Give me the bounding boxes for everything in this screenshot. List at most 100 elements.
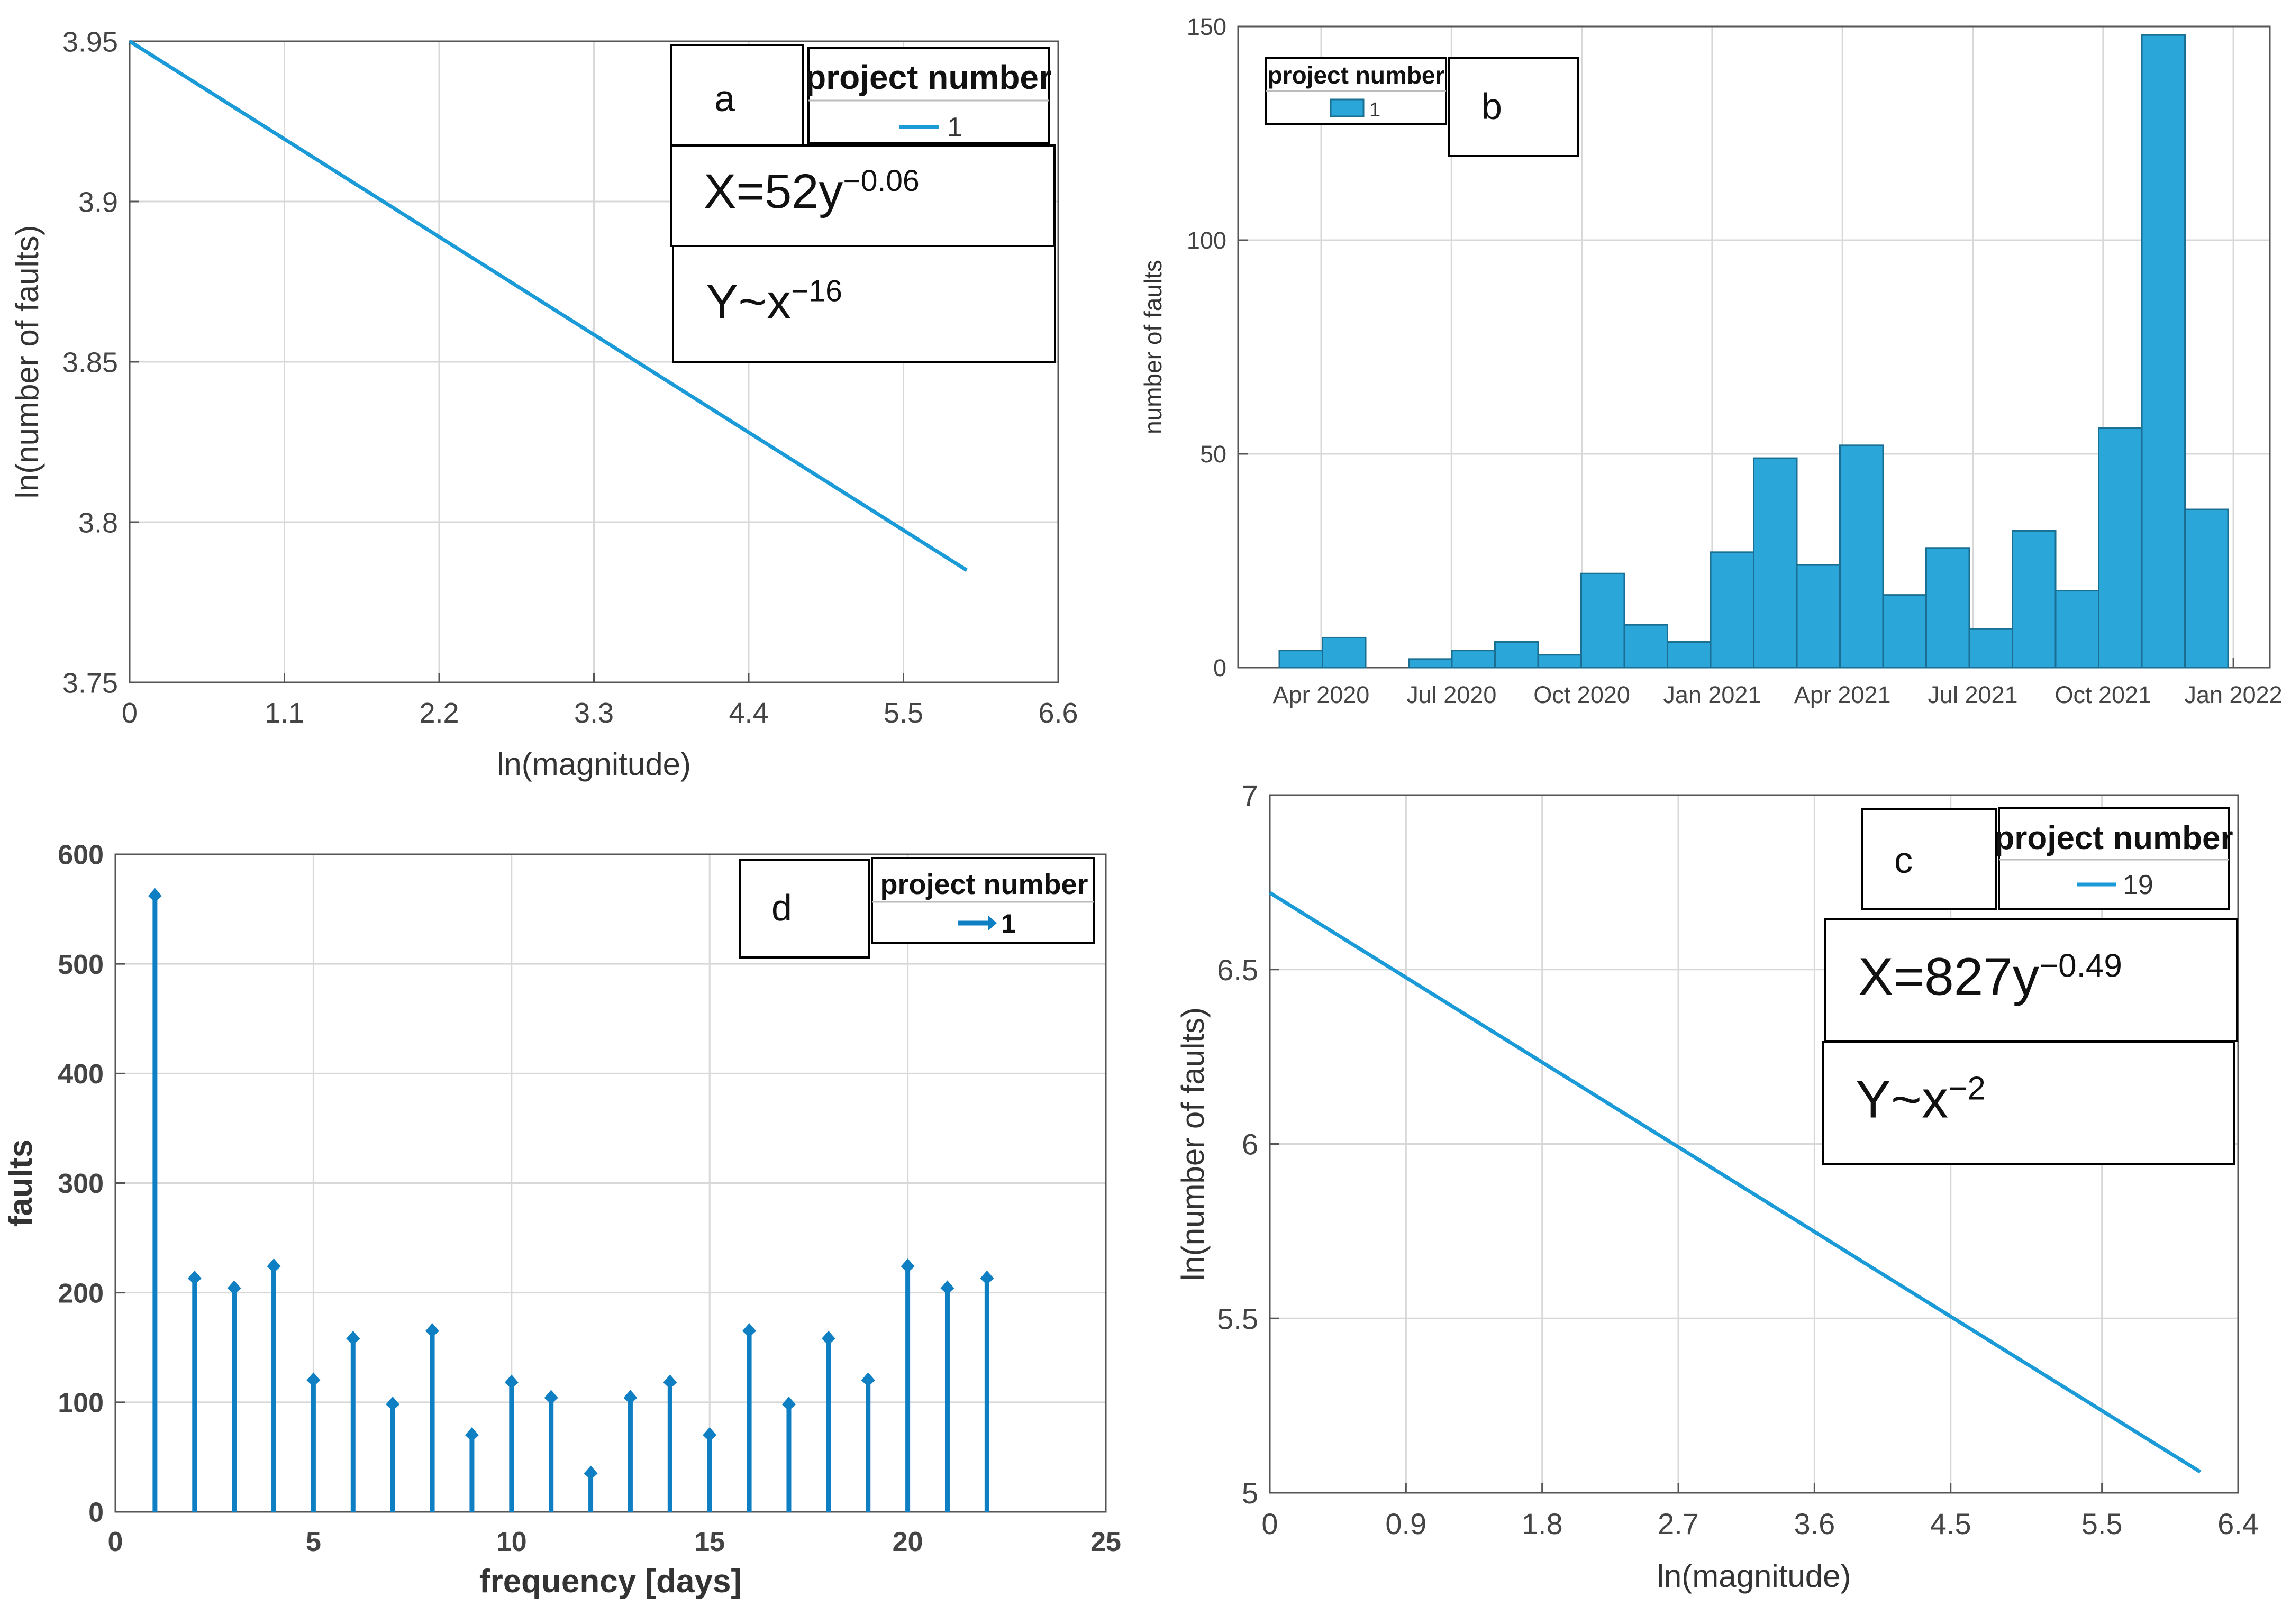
stem-marker-8 [425, 1323, 440, 1338]
x-tick-label: 1.8 [1522, 1507, 1563, 1540]
y-tick-label: 100 [1187, 227, 1226, 254]
x-tick-label: 0.9 [1385, 1507, 1426, 1540]
legend-title: project number [1994, 820, 2233, 856]
x-tick-label: 4.5 [1930, 1507, 1971, 1540]
y-tick-label: 600 [58, 840, 104, 871]
bar-12 [1796, 564, 1841, 669]
bar-15 [1925, 547, 1970, 669]
x-tick-label: Jul 2021 [1928, 681, 2017, 708]
x-tick-label: 2.7 [1658, 1507, 1699, 1540]
bar-8 [1623, 624, 1668, 669]
y-tick-label: 500 [58, 950, 104, 980]
stem-marker-2 [187, 1270, 202, 1285]
x-tick-label: Oct 2020 [1533, 681, 1630, 708]
x-tick-label: 15 [694, 1527, 725, 1557]
y-tick-label: 3.75 [62, 667, 118, 699]
y-tick-label: 6 [1242, 1128, 1258, 1161]
x-tick-label: Apr 2020 [1273, 681, 1370, 708]
x-tick-label: 1.1 [265, 697, 304, 729]
stem-marker-14 [663, 1374, 677, 1389]
y-tick-label: 6.5 [1217, 953, 1258, 987]
bar-7 [1580, 572, 1625, 669]
series-line-19 [1269, 891, 2202, 1474]
x-tick-label: 0 [108, 1527, 123, 1557]
bar-6 [1537, 654, 1582, 669]
bar-9 [1667, 641, 1712, 669]
equation-base: X=827y [1858, 947, 2039, 1007]
bar-20 [2141, 34, 2186, 669]
y-tick-label: 0 [1213, 654, 1226, 681]
bar-16 [1968, 628, 2013, 669]
legend-box [871, 857, 1095, 944]
panel-label-box [670, 44, 804, 147]
equation-text: X=52y−0.06 [704, 164, 920, 218]
bar-10 [1710, 551, 1754, 669]
equation-base: Y~x [706, 275, 791, 329]
y-tick-label: 5 [1242, 1476, 1258, 1510]
x-tick-label: 20 [893, 1527, 923, 1557]
bar-21 [2184, 508, 2229, 669]
bar-14 [1882, 594, 1927, 669]
x-tick-label: Jan 2021 [1663, 681, 1761, 708]
panel-a: 0 1.1 2.2 3.3 4.4 5.5 6.6 3.75 3.8 3.85 3.9 3.95 ln(… [10, 26, 1078, 782]
y-tick-label: 400 [58, 1059, 104, 1090]
x-tick-label: 0 [1261, 1507, 1278, 1540]
y-tick-label: 150 [1187, 13, 1226, 40]
panel-label: c [1894, 840, 1913, 881]
x-axis-title: ln(magnitude) [497, 746, 691, 782]
x-tick-label: Oct 2021 [2054, 681, 2151, 708]
stem-marker-9 [465, 1427, 479, 1441]
equation-exponent: −16 [791, 274, 842, 308]
bar-4 [1451, 650, 1496, 669]
legend-title: project number [880, 869, 1088, 900]
bar-1 [1322, 636, 1367, 669]
equation-text: X=827y−0.49 [1858, 947, 2122, 1007]
legend-entry: 1 [1001, 909, 1016, 938]
x-tick-label: Apr 2021 [1794, 681, 1891, 708]
y-tick-label: 3.8 [78, 507, 118, 539]
series-line-1 [129, 40, 968, 572]
stem-marker-18 [821, 1330, 835, 1345]
equation-text: Y~x−16 [706, 274, 842, 329]
x-tick-label: 0 [122, 697, 138, 729]
bar-19 [2098, 427, 2143, 669]
legend-entry: 1 [1369, 99, 1380, 121]
panel-label-box [1448, 57, 1579, 157]
stem-marker-17 [781, 1396, 796, 1411]
x-tick-label: 5.5 [2081, 1507, 2123, 1540]
y-tick-label: 300 [58, 1169, 104, 1199]
x-axis-title: ln(magnitude) [1657, 1558, 1851, 1594]
stem-marker-15 [703, 1427, 717, 1441]
stem-marker-16 [742, 1323, 757, 1338]
panel-c: 0 0.9 1.8 2.7 3.6 4.5 5.5 6.4 5 5.5 6 6.5 7 ln(magnit… [1175, 779, 2259, 1594]
y-axis-title: ln(number of faults) [1175, 1007, 1211, 1281]
legend-entry: 19 [2123, 870, 2153, 900]
bar-18 [2054, 590, 2099, 669]
bar-3 [1408, 658, 1453, 669]
legend-title: project number [1268, 61, 1445, 89]
x-tick-label: 6.6 [1038, 697, 1078, 729]
legend-entry: 1 [947, 112, 962, 143]
panel-b: Apr 2020 Jul 2020 Oct 2020 Jan 2021 Apr 2021… [1139, 13, 2283, 708]
x-tick-label: 5 [306, 1527, 321, 1557]
equation-exponent: −2 [1948, 1070, 1986, 1107]
x-tick-label: 3.6 [1794, 1507, 1835, 1540]
equation-text: Y~x−2 [1856, 1070, 1986, 1129]
equation-base: X=52y [704, 165, 843, 218]
x-tick-label: 10 [496, 1527, 527, 1557]
x-tick-label: 6.4 [2217, 1507, 2259, 1540]
stem-marker-5 [306, 1372, 321, 1387]
x-tick-label: 5.5 [884, 697, 923, 729]
bar-17 [2012, 530, 2057, 669]
x-tick-label: 25 [1090, 1527, 1121, 1557]
y-tick-label: 0 [88, 1498, 104, 1528]
y-tick-label: 3.95 [62, 26, 118, 58]
bar-13 [1839, 444, 1884, 669]
panel-label-box [739, 859, 870, 959]
y-tick-label: 50 [1200, 441, 1226, 468]
equation-base: Y~x [1856, 1070, 1948, 1129]
panel-d: 0 5 10 15 20 25 0 100 200 300 400 500 600 frequency [… [3, 840, 1121, 1600]
stem-marker-7 [386, 1396, 400, 1411]
stem-marker-3 [227, 1280, 241, 1295]
